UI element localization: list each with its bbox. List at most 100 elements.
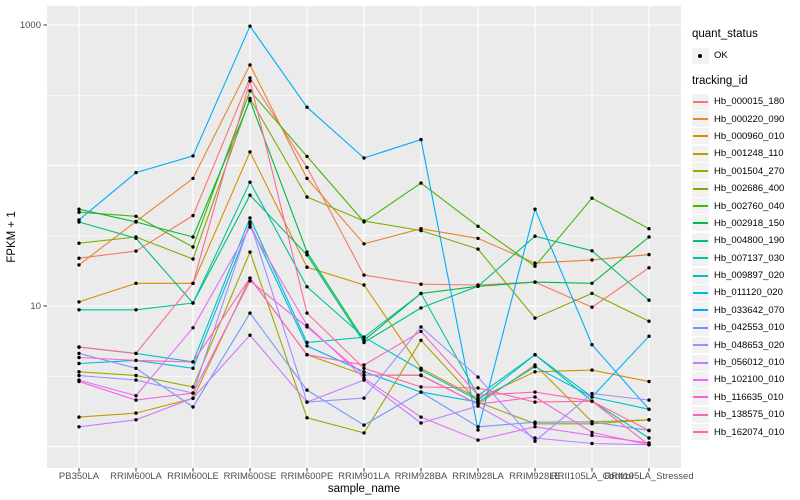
data-point [134, 249, 138, 253]
data-point [647, 428, 651, 433]
data-point [248, 79, 252, 83]
data-point [248, 276, 252, 280]
data-point [419, 329, 423, 334]
data-point [305, 195, 309, 199]
data-point [419, 385, 423, 389]
data-points [77, 24, 651, 447]
data-point [305, 105, 309, 109]
legend-line-swatch [692, 424, 709, 441]
data-point [134, 308, 138, 312]
data-point [77, 207, 81, 211]
data-point [533, 436, 537, 440]
legend-line-swatch [692, 198, 709, 215]
tracking-id-items: Hb_000015_180 Hb_000220_090 Hb_000960_010 H… [692, 93, 800, 441]
data-point [305, 416, 309, 420]
y-axis: 1000 10 [20, 20, 47, 312]
legend-line-swatch [692, 250, 709, 267]
legend-item-label: Hb_000220_090 [714, 113, 785, 125]
data-point [362, 366, 366, 370]
legend-item: Hb_116635_010 [692, 389, 800, 406]
data-point [134, 366, 138, 370]
data-point [419, 228, 423, 233]
legend-item-label: Hb_009897_020 [714, 270, 785, 282]
legend-item: Hb_048653_020 [692, 336, 800, 354]
data-point [134, 411, 138, 415]
data-point [134, 220, 138, 224]
data-point [362, 273, 366, 277]
data-point [647, 436, 651, 440]
legend-line-swatch [692, 302, 709, 319]
data-point [248, 24, 252, 28]
legend-item-label: Hb_000960_010 [714, 130, 785, 142]
data-point [191, 257, 195, 261]
data-point [191, 245, 195, 249]
legend-item: Hb_001504_270 [692, 163, 800, 180]
data-point [305, 388, 309, 392]
data-point [248, 250, 252, 254]
legend-item: Hb_000220_090 [692, 110, 800, 128]
data-point [362, 363, 366, 367]
data-point [533, 390, 537, 394]
data-point [77, 345, 81, 349]
legend-line-swatch [692, 371, 709, 388]
data-point [77, 379, 81, 384]
data-point [647, 443, 651, 447]
x-tick-label: RRIM928BA [395, 471, 448, 482]
legend-line-swatch [692, 354, 709, 371]
data-point [590, 395, 594, 399]
data-point [305, 353, 309, 357]
data-point [362, 340, 366, 345]
data-point [362, 335, 366, 339]
legend-item-label: OK [714, 50, 728, 61]
legend-item-label: Hb_042553_010 [714, 322, 785, 334]
data-point [590, 343, 594, 347]
data-point [590, 399, 594, 403]
x-tick-label: RRIM901LA [338, 471, 390, 482]
data-point [134, 236, 138, 240]
legend-item: Hb_042553_010 [692, 319, 800, 336]
legend-line-swatch [692, 180, 709, 197]
data-point [305, 165, 309, 170]
data-point [533, 365, 537, 369]
data-point [248, 150, 252, 154]
data-point [77, 256, 81, 260]
data-point [476, 386, 480, 390]
data-point [533, 400, 537, 404]
data-point [191, 326, 195, 330]
data-point [419, 325, 423, 329]
data-point [647, 418, 651, 422]
data-point [248, 279, 252, 283]
data-point [248, 311, 252, 315]
data-point [533, 261, 537, 265]
data-point [77, 241, 81, 245]
data-point [134, 214, 138, 218]
data-point [647, 227, 651, 231]
data-point [77, 415, 81, 419]
data-point [419, 368, 423, 372]
data-point [647, 266, 651, 270]
legend-line-swatch [692, 215, 709, 232]
data-point [191, 281, 195, 285]
data-point [476, 428, 480, 432]
data-point [77, 425, 81, 429]
legend-item-label: Hb_004800_190 [714, 235, 785, 247]
x-tick-label: PB350LA [59, 471, 100, 482]
data-point [362, 220, 366, 224]
data-point [305, 400, 309, 404]
data-point [305, 344, 309, 348]
data-point [305, 154, 309, 159]
data-point [590, 441, 594, 446]
legend-item-label: Hb_002918_150 [714, 217, 785, 229]
data-point [134, 373, 138, 378]
data-point [191, 385, 195, 389]
legend-item: Hb_000960_010 [692, 128, 800, 145]
data-point [134, 170, 138, 175]
data-point [77, 373, 81, 378]
data-point [476, 425, 480, 429]
data-point [191, 360, 195, 364]
data-point [419, 390, 423, 394]
legend-item-label: Hb_001504_270 [714, 165, 785, 177]
data-point [77, 300, 81, 304]
data-point [248, 89, 252, 93]
data-point [590, 291, 594, 296]
